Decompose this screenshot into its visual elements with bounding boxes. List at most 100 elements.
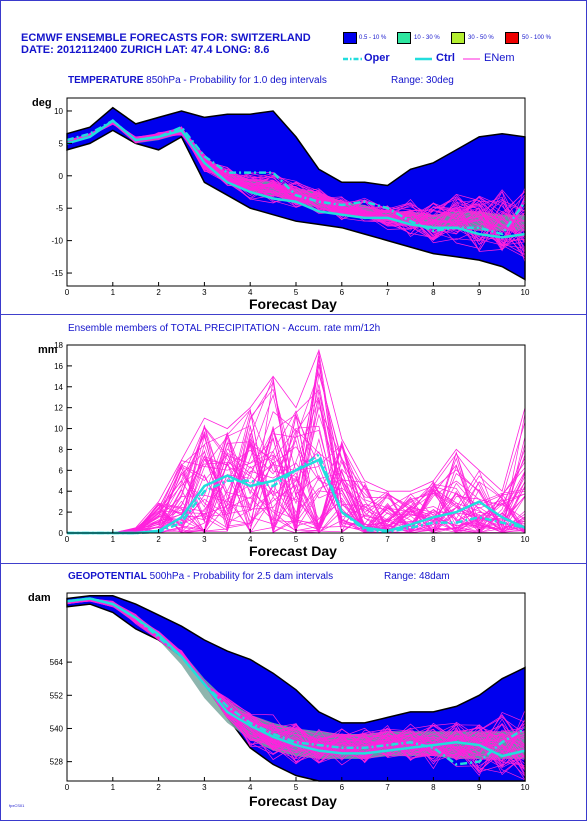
- p0-ytick-label-0: 10: [54, 107, 63, 116]
- p0-xtick-label-2: 2: [156, 288, 161, 297]
- footer-code: fpxCS01: [9, 803, 25, 808]
- p2-xtick-label-7: 7: [385, 783, 390, 792]
- p1-member-45: [67, 426, 526, 534]
- p2-xtick-label-3: 3: [202, 783, 207, 792]
- p1-ytick-label-6: 12: [54, 404, 63, 413]
- p2-xtick-label-10: 10: [521, 783, 530, 792]
- p1-xtick-label-5: 5: [294, 535, 299, 544]
- geo-xlabel: Forecast Day: [249, 793, 337, 809]
- p2-xtick-label-6: 6: [340, 783, 345, 792]
- p1-xtick-label-2: 2: [156, 535, 161, 544]
- p1-member-7: [67, 379, 526, 534]
- p0-oper-line: [66, 119, 527, 236]
- temp-range: Range: 30deg: [391, 75, 454, 86]
- p0-ytick-label-3: -5: [56, 204, 64, 213]
- legend-enem-label: ENem: [484, 52, 515, 64]
- p0-ytick-label-4: -10: [51, 237, 63, 246]
- p2-member-47: [66, 598, 526, 765]
- separator-2: [0, 563, 587, 564]
- p1-member-21: [67, 389, 526, 534]
- p1-member-32: [67, 438, 526, 534]
- p1-ytick-label-2: 4: [59, 487, 64, 496]
- p2-xtick-label-0: 0: [65, 783, 70, 792]
- p0-ytick-label-1: 5: [59, 139, 64, 148]
- p0-xtick-label-1: 1: [111, 288, 116, 297]
- precip-xlabel: Forecast Day: [249, 543, 337, 559]
- legend-swatch-2: [397, 32, 411, 44]
- p2-xtick-label-4: 4: [248, 783, 253, 792]
- p1-ytick-label-1: 2: [59, 508, 64, 517]
- p2-xtick-label-8: 8: [431, 783, 436, 792]
- p1-member-49: [67, 384, 526, 534]
- p1-member-48: [67, 425, 526, 534]
- p1-ytick-label-9: 18: [54, 341, 63, 350]
- p1-member-max: [67, 348, 526, 534]
- temp-unit: deg: [32, 97, 52, 109]
- p1-ytick-label-5: 10: [54, 425, 63, 434]
- p1-member-46: [67, 375, 526, 534]
- p2-xtick-label-9: 9: [477, 783, 482, 792]
- p0-member-47: [66, 122, 526, 256]
- p2-ytick-label-3: 528: [50, 758, 64, 767]
- p2-xtick-label-1: 1: [111, 783, 116, 792]
- p1-ytick-label-7: 14: [54, 383, 63, 392]
- precip-unit: mm: [38, 344, 58, 356]
- p1-xtick-label-7: 7: [385, 535, 390, 544]
- precip-title: Ensemble members of TOTAL PRECIPITATION …: [68, 323, 381, 334]
- legend-oper-label: Oper: [364, 52, 390, 64]
- p0-xtick-label-0: 0: [65, 288, 70, 297]
- p1-ytick-label-8: 16: [54, 362, 63, 371]
- p1-xtick-label-10: 10: [521, 535, 530, 544]
- p0-member-48: [66, 121, 526, 241]
- p1-xtick-label-1: 1: [111, 535, 116, 544]
- p0-member-44: [66, 122, 526, 257]
- p0-xtick-label-7: 7: [385, 288, 390, 297]
- p0-ytick-label-2: 0: [59, 172, 64, 181]
- legend-swatch-3: [451, 32, 465, 44]
- p1-member-16: [67, 410, 526, 534]
- p0-xtick-label-10: 10: [521, 288, 530, 297]
- legend-label-4: 50 - 100 %: [522, 35, 552, 41]
- p2-xtick-label-2: 2: [156, 783, 161, 792]
- geo-unit: dam: [28, 592, 51, 604]
- legend-label-3: 30 - 50 %: [468, 35, 494, 41]
- p1-ytick-label-0: 0: [59, 529, 64, 538]
- p0-xtick-label-6: 6: [340, 288, 345, 297]
- p2-xtick-label-5: 5: [294, 783, 299, 792]
- p0-xtick-label-8: 8: [431, 288, 436, 297]
- p0-ytick-label-5: -15: [51, 269, 63, 278]
- p1-xtick-label-3: 3: [202, 535, 207, 544]
- p1-xtick-label-0: 0: [65, 535, 70, 544]
- p1-xtick-label-8: 8: [431, 535, 436, 544]
- geo-title: GEOPOTENTIAL 500hPa - Probability for 2.…: [68, 571, 334, 582]
- p1-plot-frame: [66, 344, 526, 534]
- p1-ytick-label-4: 8: [59, 445, 64, 454]
- separator-1: [0, 314, 587, 315]
- p1-xtick-label-6: 6: [340, 535, 345, 544]
- p2-member-43: [66, 599, 526, 755]
- legend-swatch-4: [505, 32, 519, 44]
- temp-title: TEMPERATURE 850hPa - Probability for 1.0…: [68, 75, 327, 86]
- p1-member-5: [67, 416, 526, 534]
- p0-xtick-label-5: 5: [294, 288, 299, 297]
- legend-ctrl-label: Ctrl: [436, 52, 455, 64]
- temp-xlabel: Forecast Day: [249, 296, 337, 312]
- legend-label-1: 0.5 - 10 %: [359, 35, 387, 41]
- p2-ytick-label-2: 540: [50, 724, 64, 733]
- legend-swatch-1: [343, 32, 357, 44]
- header-title: ECMWF ENSEMBLE FORECASTS FOR: SWITZERLAN…: [21, 32, 311, 44]
- legend-line-samples: [343, 57, 480, 61]
- p2-ytick-label-0: 564: [50, 658, 64, 667]
- p1-xtick-label-9: 9: [477, 535, 482, 544]
- p1-member-15: [67, 356, 526, 534]
- p0-xtick-label-3: 3: [202, 288, 207, 297]
- p2-oper-line: [66, 597, 526, 766]
- geo-range: Range: 48dam: [384, 571, 450, 582]
- p0-xtick-label-9: 9: [477, 288, 482, 297]
- p1-member-43: [67, 462, 525, 534]
- p0-xtick-label-4: 4: [248, 288, 253, 297]
- p1-xtick-label-4: 4: [248, 535, 253, 544]
- header-subtitle: DATE: 2012112400 ZURICH LAT: 47.4 LONG: …: [21, 44, 270, 56]
- p2-ctrl-line: [66, 597, 526, 758]
- p1-ytick-label-3: 6: [59, 466, 64, 475]
